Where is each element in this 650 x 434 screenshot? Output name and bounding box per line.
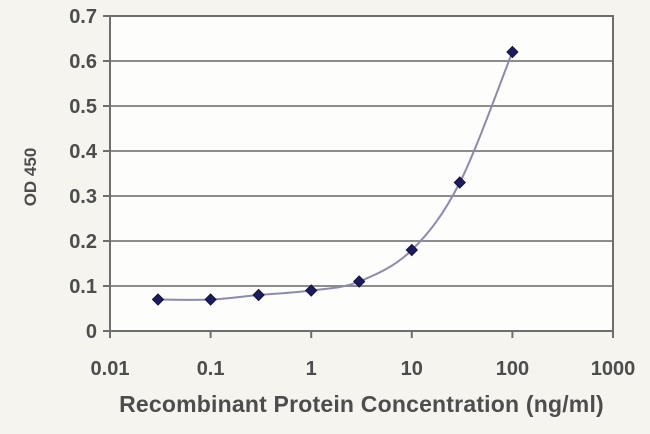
data-point-marker (506, 45, 519, 59)
plot-border (109, 15, 614, 332)
x-tick-label: 100 (496, 358, 529, 380)
data-point-marker (453, 176, 467, 189)
data-point-marker (204, 293, 217, 306)
x-axis-title: Recombinant Protein Concentration (ng/ml… (119, 391, 604, 417)
data-point-marker (405, 243, 419, 257)
data-point-markers (151, 45, 519, 306)
y-axis-title: OD 450 (21, 147, 40, 207)
data-point-marker (151, 293, 165, 306)
gridlines (110, 60, 613, 287)
x-tick-label: 10 (401, 358, 423, 380)
y-tick-label: 0.4 (69, 141, 98, 163)
data-point-marker (252, 288, 265, 302)
y-tick-label: 0.6 (69, 51, 97, 73)
y-tick-label: 0 (86, 321, 97, 343)
data-point-marker (352, 275, 366, 288)
x-tick-label: 0.1 (197, 358, 225, 380)
y-tick-label: 0.2 (69, 231, 97, 253)
y-tick-label: 0.3 (69, 186, 97, 208)
x-tick-label: 0.01 (91, 358, 130, 380)
x-tick-label: 1 (306, 358, 317, 380)
x-tick-label: 1000 (591, 358, 636, 380)
data-point-marker (304, 284, 318, 297)
y-tick-label: 0.7 (69, 6, 97, 28)
y-tick-label: 0.5 (69, 96, 97, 118)
axis-ticks (103, 15, 614, 338)
y-tick-label: 0.1 (69, 276, 97, 298)
tick-labels: 0 0.1 0.2 0.3 0.4 0.5 0.6 0.7 0.01 0.1 1 10 100 1000 (69, 6, 635, 380)
